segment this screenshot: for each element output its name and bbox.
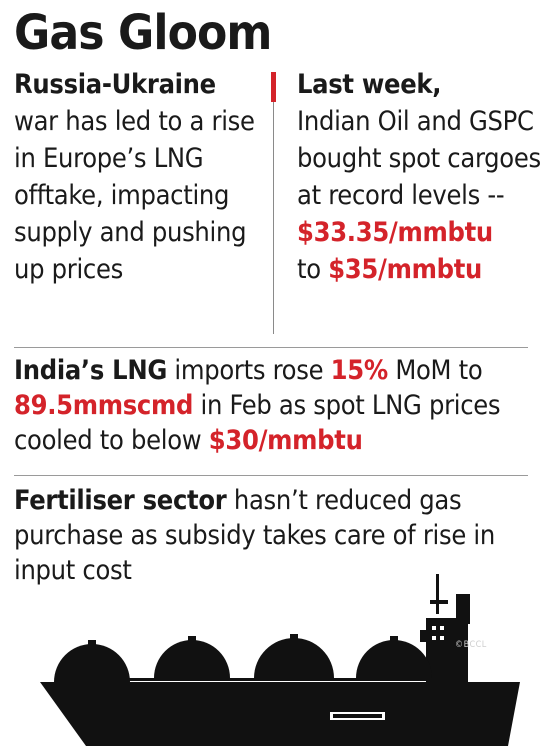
fertiliser-text: hasn’t reduced gas purchase as subsidy t… (14, 485, 503, 586)
fertiliser-paragraph: Fertiliser sector hasn’t reduced gas pur… (14, 483, 534, 588)
right-heading: Last week, (297, 69, 442, 100)
imports-subject: India’s LNG (14, 355, 168, 386)
price-low: $33.35/mmbtu (297, 217, 493, 248)
column-divider (273, 72, 274, 334)
left-heading: Russia-Ukraine (14, 69, 216, 100)
page-title: Gas Gloom (14, 5, 272, 61)
imports-paragraph: India’s LNG imports rose 15% MoM to 89.5… (14, 353, 534, 458)
imports-text-1: imports rose (167, 355, 331, 386)
right-body: Indian Oil and GSPC bought spot cargoes … (297, 106, 541, 211)
divider-bottom (14, 475, 528, 476)
right-column: Last week, Indian Oil and GSPC bought sp… (297, 66, 542, 288)
imports-text-2: MoM to (387, 355, 490, 386)
imports-volume: 89.5mmscmd (14, 390, 194, 421)
imports-price: $30/mmbtu (208, 425, 363, 456)
left-column: Russia-Ukraine war has led to a rise in … (14, 66, 272, 288)
divider-top (14, 347, 528, 348)
left-body: war has led to a rise in Europe’s LNG of… (14, 106, 255, 285)
divider-accent-mark (271, 72, 276, 102)
fertiliser-subject: Fertiliser sector (14, 485, 227, 516)
copyright-watermark: ©BCCL (455, 640, 487, 650)
lng-tanker-ship-icon (40, 574, 520, 746)
imports-text-3: in Feb as spot LNG prices cooled to belo… (14, 390, 508, 456)
price-high: $35/mmbtu (328, 254, 483, 285)
imports-pct: 15% (330, 355, 389, 386)
to-word: to (297, 254, 321, 285)
